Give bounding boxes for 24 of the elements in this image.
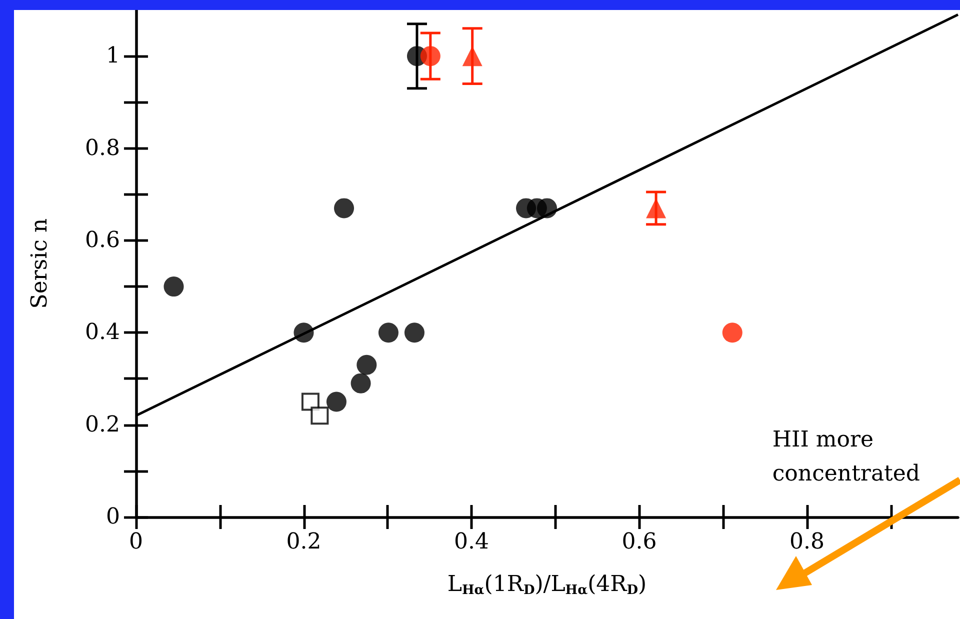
point <box>310 406 329 425</box>
y-axis-title: Sersic n <box>28 218 52 309</box>
point <box>294 322 314 343</box>
x-tick-label: 0.2 <box>286 530 322 554</box>
point <box>326 392 346 412</box>
point <box>378 322 398 343</box>
x-tick-label: 0.8 <box>790 530 825 554</box>
y-tick-label: 1 <box>106 44 120 69</box>
y-tick-label: 0 <box>106 504 120 530</box>
point <box>334 198 354 218</box>
y-tick-label: 0.8 <box>85 136 120 161</box>
point <box>722 322 742 343</box>
x-tick-label: 0.6 <box>622 530 657 554</box>
point <box>164 276 184 297</box>
annotation: HII more concentrated <box>772 428 920 486</box>
y-tick-label: 0.2 <box>85 412 120 438</box>
y-tick-label: 0.4 <box>85 320 120 346</box>
x-tick-label: 0 <box>129 530 143 554</box>
point <box>350 373 371 394</box>
y-tick-label: 0.6 <box>85 228 120 253</box>
point <box>356 354 377 375</box>
point <box>404 322 424 343</box>
x-tick-label: 0.4 <box>454 530 490 554</box>
point <box>537 198 557 218</box>
